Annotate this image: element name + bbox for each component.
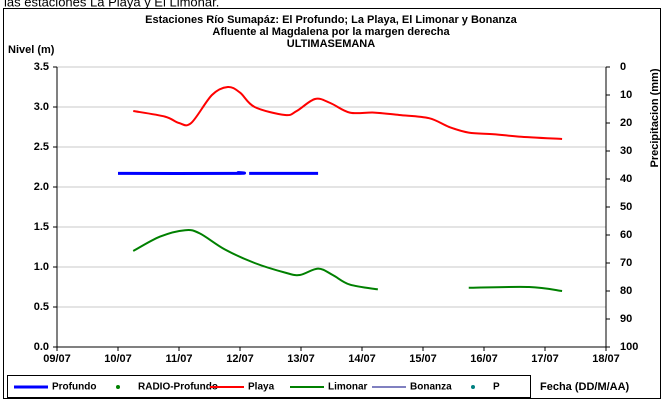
x-axis-label: Fecha (DD/M/AA): [540, 381, 630, 393]
y2-tick-label: 80: [620, 285, 632, 297]
y-tick-label: 0.5: [34, 301, 49, 313]
x-tick-label: 18/07: [592, 353, 620, 365]
legend-key: [471, 385, 475, 389]
y-tick-label: 1.0: [34, 261, 49, 273]
chart-subtitle: Afluente al Magdalena por la margen dere…: [212, 26, 450, 38]
y-tick-label: 0.0: [34, 341, 49, 353]
x-tick-label: 10/07: [104, 353, 132, 365]
legend-label: Profundo: [52, 382, 96, 393]
x-tick-label: 11/07: [166, 353, 193, 365]
y2-tick-label: 60: [620, 229, 632, 241]
chart-period: ULTIMASEMANA: [287, 38, 375, 50]
legend-label: Bonanza: [410, 382, 452, 393]
y2-tick-label: 50: [620, 201, 632, 213]
y2-axis-label: Precipitacion (mm): [649, 68, 661, 167]
legend-key: [116, 385, 120, 389]
y2-tick-label: 100: [620, 341, 638, 353]
y2-tick-label: 20: [620, 117, 632, 129]
y2-tick-label: 70: [620, 257, 632, 269]
x-tick-label: 14/07: [348, 353, 376, 365]
legend-label: Limonar: [328, 382, 368, 393]
x-tick-label: 09/07: [43, 353, 71, 365]
x-tick-label: 15/07: [409, 353, 437, 365]
y-tick-label: 2.0: [34, 181, 49, 193]
y-tick-label: 2.5: [34, 141, 49, 153]
chart-title: Estaciones Río Sumapáz: El Profundo; La …: [145, 14, 518, 26]
y-tick-label: 1.5: [34, 221, 49, 233]
series-line: [133, 85, 563, 140]
x-tick-label: 13/07: [287, 353, 315, 365]
legend-label: P: [493, 382, 500, 393]
series-line: [132, 229, 563, 292]
y2-tick-label: 10: [620, 89, 632, 101]
x-tick-label: 16/07: [470, 353, 498, 365]
series-line: [117, 171, 319, 175]
y-tick-label: 3.0: [34, 101, 49, 113]
legend-box: [7, 375, 531, 398]
legend-label: RADIO-Profundo: [138, 382, 218, 393]
y2-tick-label: 0: [620, 61, 626, 73]
y2-tick-label: 40: [620, 173, 632, 185]
y2-tick-label: 30: [620, 145, 632, 157]
y2-tick-label: 90: [620, 313, 632, 325]
x-tick-label: 17/07: [531, 353, 559, 365]
chart-frame: [3, 8, 661, 399]
y-tick-label: 3.5: [34, 61, 49, 73]
y-axis-label: Nivel (m): [8, 44, 55, 56]
x-tick-label: 12/07: [226, 353, 254, 365]
caption: las estaciones La Playa y El Limonar.: [4, 0, 219, 9]
legend-label: Playa: [248, 382, 275, 393]
